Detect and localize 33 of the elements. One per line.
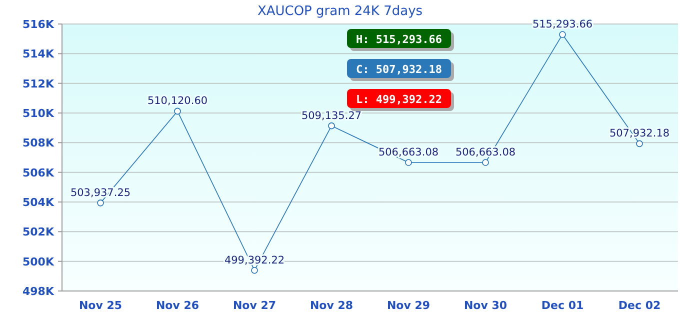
y-tick-label: 508K — [22, 136, 54, 150]
y-tick-label: 504K — [22, 196, 54, 209]
point — [636, 140, 643, 148]
x-tick-label: Nov 27 — [232, 299, 276, 312]
y-tick-label: 510K — [22, 107, 54, 120]
point — [251, 266, 258, 274]
point — [174, 108, 181, 115]
y-tick-label: 502K — [22, 226, 54, 239]
x-tick-label: Dec 01 — [541, 299, 584, 312]
point — [405, 159, 412, 166]
x-tick-label: Nov 25 — [78, 299, 122, 312]
annotation: C: 507,932.18 — [356, 63, 442, 76]
annotation: L: 499,392.22 — [356, 93, 442, 106]
data-label: 510,120.60 — [147, 95, 208, 108]
x-tick-label: Nov 28 — [310, 299, 354, 312]
x-tick-label: Nov 26 — [156, 299, 200, 312]
y-tick-label: 500K — [22, 255, 54, 268]
x-tick-label: Nov 30 — [464, 299, 508, 312]
point — [559, 31, 566, 38]
point — [328, 122, 335, 130]
point — [482, 159, 489, 166]
data-label: 515,293.66 — [532, 18, 593, 30]
x-tick-label: Nov 29 — [386, 299, 430, 312]
y-tick-label: 506K — [22, 166, 54, 180]
y-tick-label: 514K — [22, 48, 54, 61]
y-tick-label: 516K — [22, 18, 54, 31]
y-tick-label: 512K — [22, 77, 54, 90]
x-tick-label: Dec 02 — [618, 299, 661, 312]
point — [97, 200, 104, 206]
annotation: H: 515,293.66 — [356, 33, 442, 46]
chart-title: XAUCOP gram 24K 7days — [257, 4, 423, 19]
data-label: 509,135.27 — [301, 110, 362, 122]
y-tick-label: 498K — [22, 285, 54, 298]
